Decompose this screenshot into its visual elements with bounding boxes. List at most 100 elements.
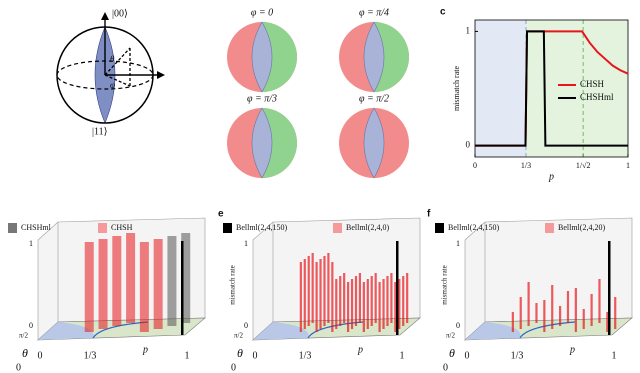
p-label: p — [142, 344, 148, 355]
phi-title: φ = π/2 — [359, 93, 389, 104]
p-tick: 1/3 — [84, 350, 97, 361]
disc-lens — [251, 21, 273, 93]
p-label: p — [569, 344, 575, 355]
legend-label: CHSHml — [580, 92, 614, 102]
bar-3d — [566, 291, 570, 323]
bar-3d — [527, 282, 530, 326]
x-tick-label: 0 — [473, 161, 477, 170]
legend-swatch — [223, 223, 232, 233]
p-tick: 0 — [253, 350, 258, 361]
ket-top: |00⟩ — [112, 8, 128, 19]
disc-green — [374, 22, 409, 92]
region-green — [525, 20, 628, 157]
theta-label: θ — [449, 346, 455, 360]
phi-panels: φ = 0 φ = π/4 φ = π/3 φ = π/2 — [227, 7, 409, 179]
bar-3d — [614, 297, 617, 329]
line-chart: 0 1/3 1/√2 1 0 1 p mismatch rate CHSH CHSHml — [452, 19, 630, 182]
bar-3d — [398, 279, 401, 329]
bar-3d — [354, 276, 358, 326]
z-axis-label: mismatch rate — [441, 265, 449, 304]
bar-3d — [606, 312, 609, 332]
legend-label: Bellml(2,4,0) — [346, 223, 389, 232]
bar-3d — [98, 239, 108, 329]
bar-3d — [112, 236, 122, 326]
y-tick-label: 1 — [466, 25, 471, 35]
legend-swatch — [545, 223, 554, 233]
x-axis-label: p — [548, 171, 554, 182]
disc-green — [262, 22, 297, 92]
p-tick: 0 — [465, 350, 470, 361]
bar-3d — [319, 259, 322, 329]
bar-3d — [299, 262, 302, 332]
p-label: p — [357, 344, 363, 355]
disc-lens — [363, 107, 385, 179]
edge-bar — [608, 241, 611, 335]
bar-3d — [153, 239, 163, 329]
x-tick-label: 1/3 — [521, 161, 531, 170]
bar-3d — [315, 262, 318, 332]
floor-blue — [253, 322, 309, 340]
x-tick-label: 1 — [626, 161, 630, 170]
theta-tick: 0 — [231, 362, 236, 373]
bar-3d — [386, 276, 389, 326]
theta-tick: π/2 — [19, 332, 28, 340]
bar-3d — [181, 233, 191, 323]
z-tick: 1 — [244, 239, 248, 248]
z-tick: 0 — [456, 321, 460, 330]
floor-blue — [38, 322, 94, 340]
bar-3d — [84, 242, 94, 332]
bar-3d — [358, 273, 362, 323]
bar-3d — [551, 285, 554, 329]
disc-green — [262, 108, 297, 178]
theta-label: θ — [237, 346, 243, 360]
bar-3d — [339, 276, 342, 326]
bar-3d — [390, 273, 393, 323]
x-tick-label: 1/√2 — [576, 161, 591, 170]
p-tick: 0 — [38, 350, 43, 361]
bar-3d — [307, 256, 310, 326]
p-tick: 1/3 — [511, 350, 524, 361]
phi-title: φ = π/3 — [247, 93, 277, 104]
bar-3d — [559, 306, 562, 326]
bar-3d — [362, 282, 365, 332]
theta-tick: π/2 — [234, 332, 243, 340]
legend-swatch — [333, 223, 342, 233]
disc-lens — [363, 21, 385, 93]
bar-3d — [574, 288, 577, 332]
bar-3d — [347, 282, 350, 332]
floor-blue — [465, 322, 521, 340]
bar-3d — [335, 279, 338, 329]
bar-3d — [343, 273, 346, 323]
bar-3d — [543, 300, 546, 332]
phi-title: φ = 0 — [251, 7, 273, 18]
phi-label: φ — [110, 80, 115, 90]
p-tick: 1 — [185, 350, 190, 361]
bar-3d — [598, 279, 601, 323]
edge-bar — [181, 241, 184, 335]
edge-bar — [396, 241, 399, 335]
y-tick-label: 0 — [466, 140, 471, 150]
legend-label: CHSH — [111, 223, 133, 232]
theta-tick: 0 — [16, 362, 21, 373]
bar-3d — [327, 253, 330, 323]
y-axis-label: mismatch rate — [452, 66, 461, 112]
phi-title: φ = π/4 — [359, 7, 389, 18]
bar-3d — [139, 242, 149, 332]
bar-3d — [374, 273, 377, 323]
bar-3d — [511, 312, 514, 332]
bar-3d — [582, 309, 585, 329]
theta-tick: π/2 — [446, 332, 455, 340]
legend-label: Bellml(2,4,150) — [236, 223, 287, 232]
ket-bottom: |11⟩ — [92, 126, 108, 137]
bar-3d — [394, 282, 397, 332]
panel-label: f — [427, 209, 431, 220]
legend-swatch — [98, 223, 107, 233]
legend-label: CHSH — [580, 79, 605, 89]
p-tick: 1 — [612, 350, 617, 361]
bar-3d — [382, 279, 385, 329]
panel-label: e — [218, 209, 224, 220]
legend-label: Bellml(2,4,150) — [448, 223, 499, 232]
z-axis-label: mismatch rate — [229, 265, 237, 304]
